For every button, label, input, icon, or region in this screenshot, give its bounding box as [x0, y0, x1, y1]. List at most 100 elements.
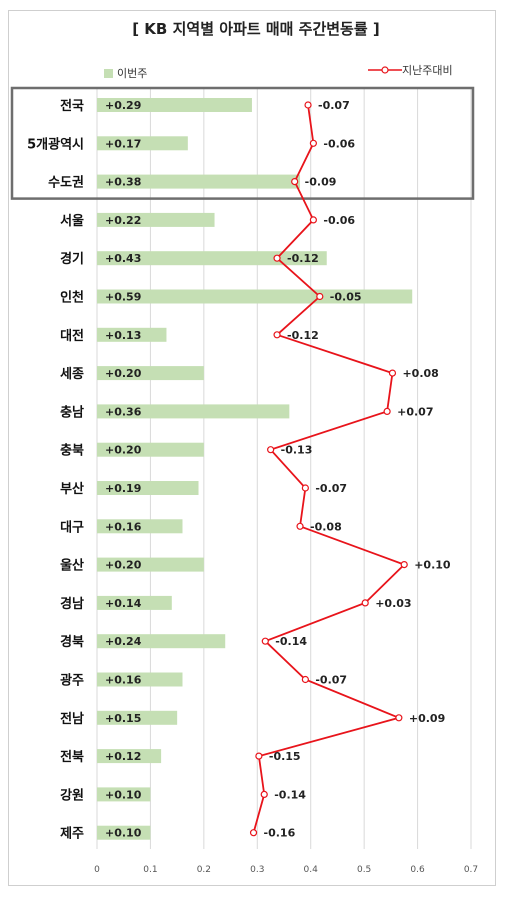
bar-value-label: +0.20: [105, 444, 142, 457]
category-label: 경기: [60, 251, 84, 267]
line-point: [395, 714, 403, 722]
bar-value-label: +0.36: [105, 405, 142, 418]
line-value-label: +0.09: [409, 712, 445, 725]
x-tick-label: 0: [94, 865, 100, 875]
line-value-label: -0.08: [310, 520, 342, 533]
line-value-label: -0.06: [323, 137, 355, 150]
category-label: 강원: [60, 787, 84, 803]
bar: [97, 327, 167, 342]
bar: [97, 672, 183, 687]
bar: [97, 481, 199, 495]
line-point: [361, 599, 369, 607]
category-label: 경북: [60, 634, 84, 650]
legend-line-series: 지난주대비: [368, 62, 453, 78]
line-point: [388, 369, 397, 377]
bar: [97, 212, 215, 227]
x-tick-label: 0.6: [410, 865, 425, 875]
category-label: 5개광역시: [27, 136, 84, 152]
line-point: [255, 752, 263, 760]
line-point: [301, 484, 309, 492]
category-label: 경남: [60, 596, 84, 612]
bar-value-label: +0.22: [105, 214, 141, 227]
legend-bar-swatch: [104, 69, 113, 78]
bar: [97, 595, 172, 610]
chart-frame: [8, 10, 496, 886]
bar-value-label: +0.10: [105, 827, 142, 840]
bar: [97, 825, 151, 840]
category-label: 인천: [60, 290, 84, 306]
line-value-label: -0.14: [275, 635, 307, 648]
line-point: [309, 139, 317, 147]
line-point: [296, 522, 304, 530]
bar: [97, 710, 178, 725]
bar: [97, 787, 151, 802]
line-point: [291, 178, 299, 186]
line-value-label: -0.16: [264, 827, 296, 840]
bar-value-label: +0.12: [105, 750, 141, 763]
x-tick-label: 0.1: [143, 865, 157, 875]
line-value-label: -0.12: [287, 252, 319, 265]
line-value-label: +0.08: [402, 367, 438, 380]
category-label: 전남: [60, 711, 84, 727]
line-value-label: -0.13: [281, 444, 313, 457]
bar: [97, 519, 183, 534]
line-value-label: -0.07: [315, 482, 347, 495]
bar-value-label: +0.16: [105, 674, 142, 687]
bar: [97, 366, 204, 381]
line-point: [304, 101, 312, 109]
bar-value-label: +0.17: [105, 137, 141, 150]
x-tick-label: 0.4: [304, 865, 319, 875]
line-point: [249, 829, 258, 837]
category-label: 세종: [60, 367, 84, 382]
bar: [97, 442, 204, 457]
bar-value-label: +0.29: [105, 99, 141, 112]
category-label: 울산: [60, 558, 84, 574]
x-tick-label: 0.5: [357, 865, 371, 875]
line-value-label: -0.09: [305, 176, 337, 189]
category-label: 제주: [60, 827, 84, 842]
bar-value-label: +0.19: [105, 482, 141, 495]
bar: [97, 404, 290, 419]
bar: [97, 634, 226, 649]
category-label: 충북: [60, 443, 84, 459]
category-label: 서울: [60, 213, 84, 229]
line-point: [309, 216, 317, 224]
line-point: [316, 292, 324, 301]
line-value-label: -0.05: [330, 291, 362, 304]
bar: [97, 174, 301, 189]
bar-value-label: +0.15: [105, 712, 141, 725]
line-point: [273, 254, 281, 262]
category-label: 대전: [60, 328, 84, 344]
legend-line-marker-icon: [368, 66, 402, 74]
x-tick-label: 0.7: [464, 865, 478, 875]
line-point: [267, 446, 275, 454]
category-label: 전국: [60, 98, 84, 114]
bar-value-label: +0.20: [105, 559, 142, 572]
bar: [97, 557, 204, 572]
line-value-label: -0.12: [287, 329, 319, 342]
category-label: 충남: [60, 404, 84, 420]
bar-value-label: +0.10: [105, 788, 142, 801]
bar-value-label: +0.43: [105, 252, 141, 265]
line-value-label: -0.06: [323, 214, 355, 227]
bar-value-label: +0.38: [105, 176, 141, 189]
line-value-label: +0.03: [375, 597, 411, 610]
bar: [97, 289, 413, 304]
line-point: [400, 560, 408, 569]
bar-value-label: +0.14: [105, 597, 142, 610]
line-point: [261, 637, 269, 645]
line-value-label: -0.15: [269, 750, 301, 763]
bar-value-label: +0.13: [105, 329, 141, 342]
line-value-label: -0.14: [274, 788, 306, 801]
line-value-label: -0.07: [318, 99, 350, 112]
chart-title: [ KB 지역별 아파트 매매 주간변동률 ]: [132, 20, 380, 38]
bar: [97, 749, 162, 764]
line-value-label: +0.07: [397, 405, 433, 418]
line-point: [383, 407, 391, 415]
line-point: [301, 675, 309, 684]
category-label: 수도권: [48, 176, 84, 191]
category-label: 광주: [60, 674, 84, 689]
x-tick-label: 0.3: [250, 865, 264, 875]
category-label: 대구: [60, 520, 84, 535]
